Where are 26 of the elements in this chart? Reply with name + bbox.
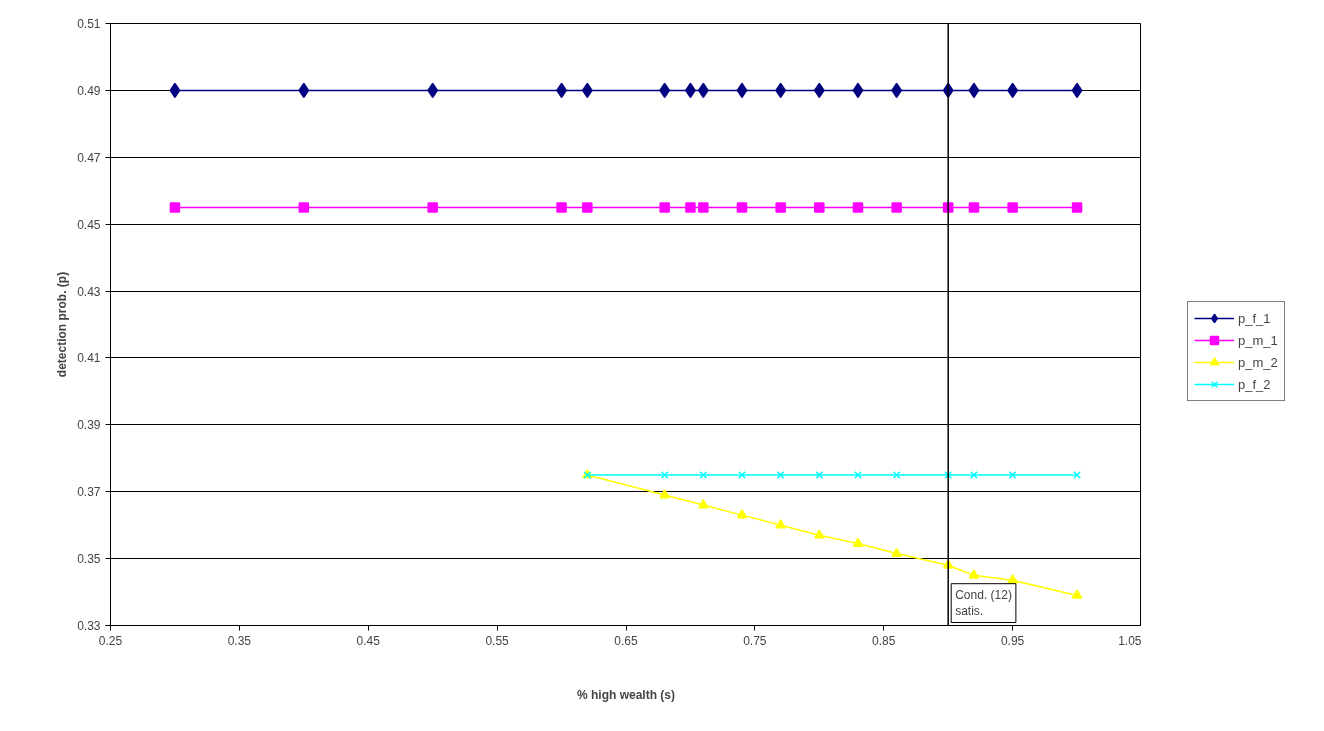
y-tick-label: 0.41 [77,351,101,366]
x-tick-label: 0.55 [485,633,510,648]
y-tick-label: 0.51 [77,17,101,31]
y-tick-label: 0.43 [77,284,101,299]
y-tick-label: 0.49 [77,83,101,98]
legend-label: p_f_2 [1238,376,1271,392]
y-tick-label: 0.37 [77,485,101,500]
x-tick-label: 0.85 [872,633,896,648]
x-tick-label: 0.65 [614,633,638,648]
y-tick-label: 0.35 [77,552,101,567]
ref-line-label: Cond. (12) satis. [955,587,1012,619]
y-tick-label: 0.39 [77,418,101,433]
x-tick-label: 0.25 [98,633,123,648]
x-tick-label: 0.35 [227,633,252,648]
y-tick-label: 0.33 [77,619,101,633]
x-tick-label: 0.75 [743,633,767,648]
x-axis-title: % high wealth (s) [577,687,676,702]
x-tick-label: 0.45 [356,633,381,648]
legend-label: p_m_2 [1238,354,1278,370]
legend-label: p_m_1 [1238,332,1278,348]
y-tick-label: 0.45 [77,217,101,232]
x-tick-label: 0.95 [1000,633,1025,648]
y-axis-title: detection prob. (p) [55,271,70,378]
legend-label: p_f_1 [1238,310,1271,326]
y-tick-label: 0.47 [77,150,101,165]
x-tick-label: 1.05 [1118,633,1142,648]
